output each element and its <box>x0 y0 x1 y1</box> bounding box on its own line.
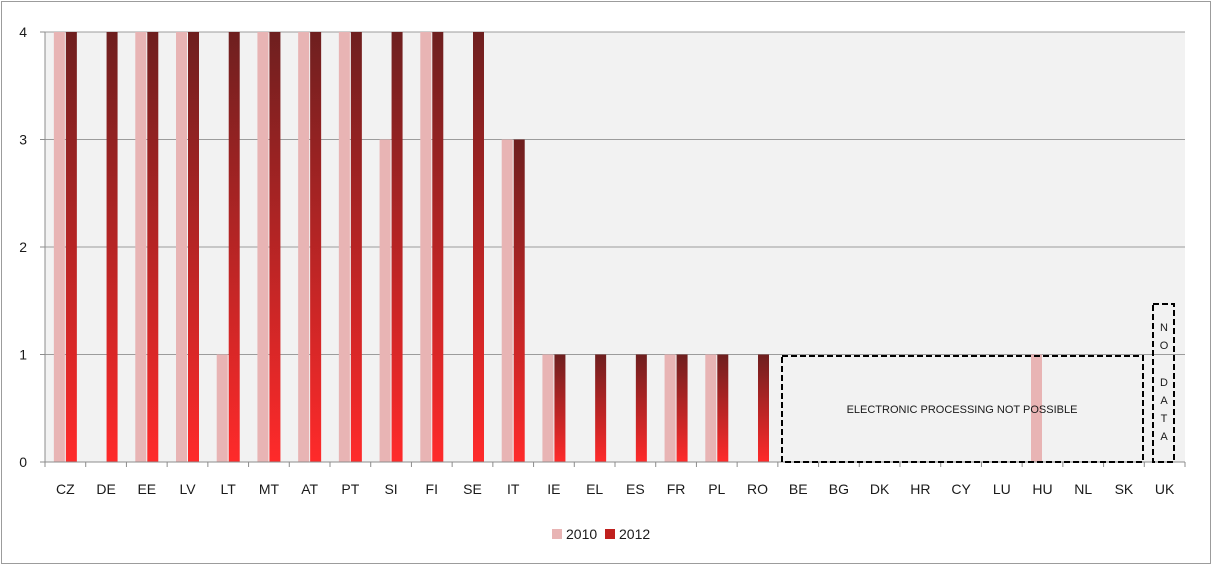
legend-label-2010: 2010 <box>566 526 597 542</box>
no-data-letter: A <box>1160 431 1168 443</box>
bar-2010-CZ <box>53 32 65 462</box>
bar-2010-LV <box>176 32 187 462</box>
x-tick-label: EE <box>137 481 156 497</box>
bar-2010-HU <box>1031 354 1042 462</box>
x-tick-label: PL <box>708 481 725 497</box>
x-tick-label: SE <box>463 481 482 497</box>
y-tick-label: 1 <box>19 347 27 363</box>
bar-2010-LT <box>216 354 228 462</box>
bar-2010-PL <box>705 354 717 462</box>
x-tick-labels: CZ DE EE LV LT MT AT PT SI FI SE IT IE EL ES FR PL RO BE BG… <box>56 481 1175 497</box>
bar-2012-CZ <box>65 32 77 462</box>
bar-2012-AT <box>310 32 322 462</box>
y-tick-label: 2 <box>19 239 27 255</box>
annotation-electronic-box <box>781 355 1144 463</box>
x-tick-label: NL <box>1074 481 1092 497</box>
bar-2012-FR <box>676 354 688 462</box>
x-tick-label: DK <box>870 481 890 497</box>
annotation-electronic-text: ELECTRONIC PROCESSING NOT POSSIBLE <box>847 404 1078 416</box>
x-tick-label: DE <box>96 481 115 497</box>
bar-2010-EE <box>135 32 147 462</box>
bar-2012-IT <box>513 139 525 462</box>
x-tick-label: BG <box>829 481 849 497</box>
bar-2012-EL <box>595 354 607 462</box>
x-tick-label: IE <box>547 481 560 497</box>
x-tick-label: EL <box>586 481 603 497</box>
x-tick-label: LT <box>221 481 237 497</box>
x-tick-label: SK <box>1115 481 1134 497</box>
bars <box>53 32 1042 462</box>
bar-2012-EE <box>147 32 159 462</box>
legend-swatch-2010 <box>552 529 562 539</box>
x-tick-label: LV <box>179 481 196 497</box>
bar-2010-MT <box>257 32 269 462</box>
x-tick-label: IT <box>507 481 520 497</box>
y-tick-labels: 0 1 2 3 4 <box>19 24 27 470</box>
legend: 2010 2012 <box>552 526 650 542</box>
y-tick-label: 3 <box>19 132 27 148</box>
y-tick-label: 0 <box>19 454 27 470</box>
bar-2010-IE <box>542 354 554 462</box>
x-tick-label: SI <box>384 481 397 497</box>
x-tick-label: BE <box>789 481 808 497</box>
x-tick-label: CZ <box>56 481 75 497</box>
no-data-letter: T <box>1161 413 1168 425</box>
x-tick-label: AT <box>301 481 318 497</box>
x-tick-label: HU <box>1032 481 1052 497</box>
bar-2012-PL <box>717 354 729 462</box>
bar-2012-SE <box>473 32 484 462</box>
bar-2012-PT <box>350 32 362 462</box>
x-tick-label: FI <box>426 481 438 497</box>
bar-2012-MT <box>269 32 281 462</box>
bar-2012-ES <box>635 354 647 462</box>
x-tick-label: UK <box>1155 481 1175 497</box>
x-tick-label: PT <box>341 481 359 497</box>
bar-2010-IT <box>501 139 513 462</box>
annotation-no-data-box <box>1152 303 1175 463</box>
bar-2010-FR <box>664 354 676 462</box>
x-tick-label: HR <box>910 481 930 497</box>
x-tick-label: LU <box>993 481 1011 497</box>
y-tick-label: 4 <box>19 24 27 40</box>
bar-2012-LT <box>228 32 240 462</box>
bar-2010-PT <box>338 32 350 462</box>
annotation-electronic: ELECTRONIC PROCESSING NOT POSSIBLE <box>781 355 1144 463</box>
bar-2010-FI <box>420 32 432 462</box>
x-tick-label: CY <box>951 481 971 497</box>
bar-2012-FI <box>432 32 444 462</box>
x-tick-label: MT <box>259 481 280 497</box>
bar-2012-IE <box>554 354 566 462</box>
no-data-letter: D <box>1160 377 1168 389</box>
bar-2012-SI <box>391 32 403 462</box>
bar-2010-SI <box>379 139 391 462</box>
no-data-letter: A <box>1160 395 1168 407</box>
bar-2012-RO <box>758 354 769 462</box>
bar-2012-DE <box>106 32 118 462</box>
x-tick-label: FR <box>667 481 686 497</box>
legend-label-2012: 2012 <box>619 526 650 542</box>
x-tick-label: ES <box>626 481 645 497</box>
legend-swatch-2012 <box>605 529 615 539</box>
bar-2012-LV <box>188 32 199 462</box>
no-data-letter: O <box>1160 340 1169 352</box>
x-tick-label: RO <box>747 481 768 497</box>
bar-2010-AT <box>298 32 310 462</box>
no-data-letter: N <box>1160 322 1168 334</box>
